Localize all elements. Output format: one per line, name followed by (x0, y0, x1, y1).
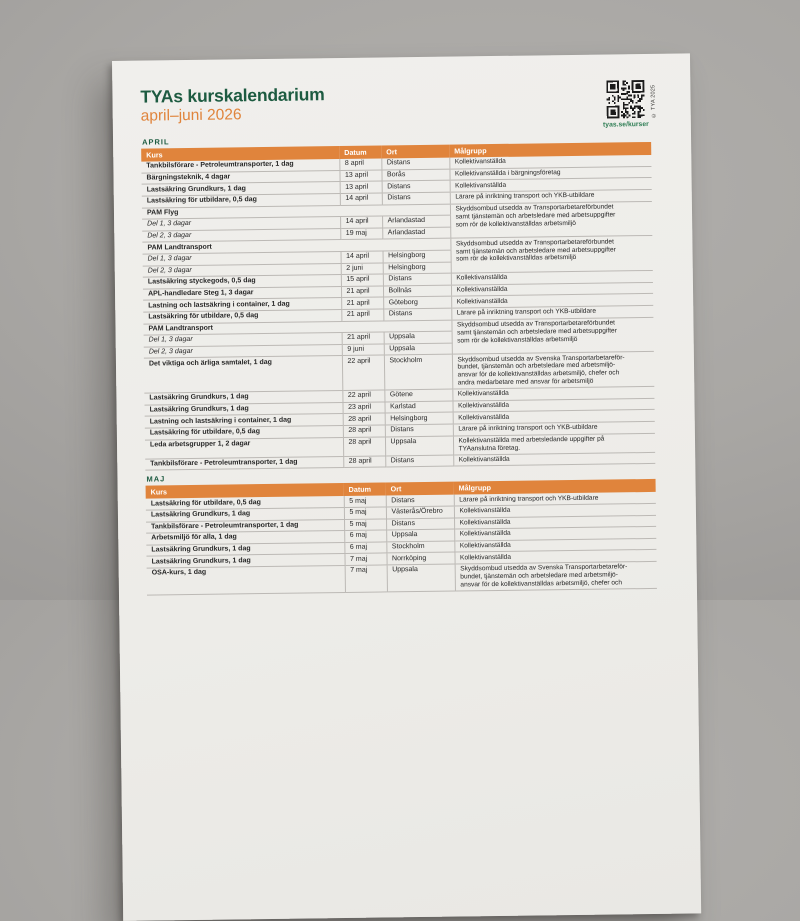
cell-datum: 6 maj (344, 530, 387, 543)
paper-document: TYAs kurskalendarium april–juni 2026 © T… (112, 53, 702, 921)
cell-ort: Uppsala (383, 331, 452, 344)
cell-kurs: Det viktiga och ärliga samtalet, 1 dag (143, 355, 343, 394)
cell-malgrupp: Skyddsombud utsedda av Transportarbetare… (450, 235, 653, 274)
cell-kurs: OSA-kurs, 1 dag (146, 565, 345, 596)
cell-ort: Uppsala (384, 435, 454, 456)
qr-code-icon (606, 80, 645, 119)
cell-datum: 22 april (342, 390, 385, 403)
course-table: Kurs Datum Ort Målgrupp Tankbilsförare - Pe… (141, 141, 656, 471)
qr-block: © TYA 2025 tyas.se/kurser (602, 80, 667, 129)
cell-datum: 14 april (340, 251, 383, 264)
cell-ort: Distans (385, 454, 454, 468)
cell-ort: Distans (381, 157, 450, 170)
cell-ort: Distans (382, 273, 451, 286)
cell-ort: Helsingborg (382, 250, 451, 263)
cell-ort: Distans (381, 180, 450, 194)
cell-datum: 21 april (341, 308, 384, 322)
cell-malgrupp: Skyddsombud utsedda av Transportarbetare… (451, 317, 654, 355)
cell-datum: 14 april (340, 216, 383, 229)
cell-datum: 5 maj (343, 495, 386, 508)
cell-datum: 22 april (341, 355, 385, 391)
cell-ort: Uppsala (383, 342, 452, 356)
cell-datum: 7 maj (344, 564, 387, 593)
col-header-datum: Datum (339, 145, 382, 160)
cell-datum: 13 april (339, 181, 382, 194)
cell-ort: Arlandastad (382, 215, 451, 228)
col-header-datum: Datum (343, 482, 386, 497)
cell-malgrupp: Kollektivanställda (453, 452, 656, 467)
cell-ort: Arlandastad (382, 226, 451, 240)
cell-datum: 23 april (342, 401, 385, 414)
month-section: MAJ Kurs Datum Ort Målgrupp Lastsäkring för… (145, 468, 697, 596)
cell-datum: 9 juni (341, 343, 384, 356)
cell-ort: Distans (385, 495, 454, 508)
cell-ort: Distans (386, 517, 455, 531)
qr-link: tyas.se/kurser (602, 120, 649, 129)
cell-datum: 28 april (343, 455, 386, 468)
cell-datum: 15 april (340, 274, 383, 287)
cell-ort: Helsingborg (384, 412, 453, 425)
cell-ort: Göteborg (383, 296, 452, 309)
cell-datum: 28 april (342, 413, 385, 426)
cell-ort: Stockholm (386, 540, 455, 554)
cell-datum: 6 maj (344, 541, 387, 554)
cell-datum: 19 maj (340, 227, 383, 240)
cell-ort: Bollnäs (382, 284, 452, 298)
cell-datum: 2 juni (340, 262, 383, 275)
cell-datum: 28 april (342, 436, 386, 457)
cell-datum: 21 april (340, 285, 384, 298)
cell-datum: 13 april (339, 169, 382, 183)
cell-kurs: Tankbilsförare - Petroleumtransporter, 1… (145, 456, 344, 471)
cell-ort: Distans (384, 424, 453, 437)
cell-ort: Helsingborg (382, 261, 451, 275)
month-section: APRIL Kurs Datum Ort Målgrupp Tankbilsförar… (141, 130, 695, 471)
cell-datum: 21 april (341, 297, 384, 310)
cell-datum: 5 maj (344, 518, 387, 531)
cell-ort: Västerås/Örebro (385, 506, 455, 519)
cell-malgrupp: Skyddsombud utsedda av Svenska Transport… (451, 351, 655, 390)
course-table: Kurs Datum Ort Målgrupp Lastsäkring för utb… (145, 479, 657, 596)
cell-malgrupp: Skyddsombud utsedda av Transportarbetare… (449, 201, 653, 239)
cell-ort: Borås (381, 168, 450, 182)
col-header-ort: Ort (381, 144, 450, 159)
cell-ort: Stockholm (383, 354, 453, 391)
cell-datum: 7 maj (344, 553, 387, 566)
copyright-text: © TYA 2025 (650, 84, 657, 118)
cell-ort: Norrköping (386, 552, 455, 565)
cell-ort: Karlstad (384, 400, 453, 414)
cell-ort: Distans (383, 308, 452, 321)
cell-datum: 14 april (339, 193, 382, 206)
cell-ort: Uppsala (386, 529, 455, 542)
col-header-ort: Ort (385, 481, 454, 496)
cell-kurs: Leda arbetsgrupper 1, 2 dagar (144, 437, 344, 459)
cell-datum: 5 maj (343, 507, 387, 520)
cell-ort: Götene (384, 389, 453, 402)
cell-datum: 28 april (342, 424, 385, 438)
course-row: OSA-kurs, 1 dag 7 maj Uppsala Skyddsombud u… (146, 561, 657, 596)
sections-container: APRIL Kurs Datum Ort Målgrupp Tankbilsförar… (141, 130, 697, 596)
cell-datum: 21 april (341, 332, 384, 345)
cell-ort: Uppsala (386, 564, 455, 592)
cell-malgrupp: Skyddsombud utsedda av Svenska Transport… (454, 561, 657, 591)
cell-ort: Distans (381, 192, 450, 205)
cell-datum: 8 april (339, 158, 382, 171)
